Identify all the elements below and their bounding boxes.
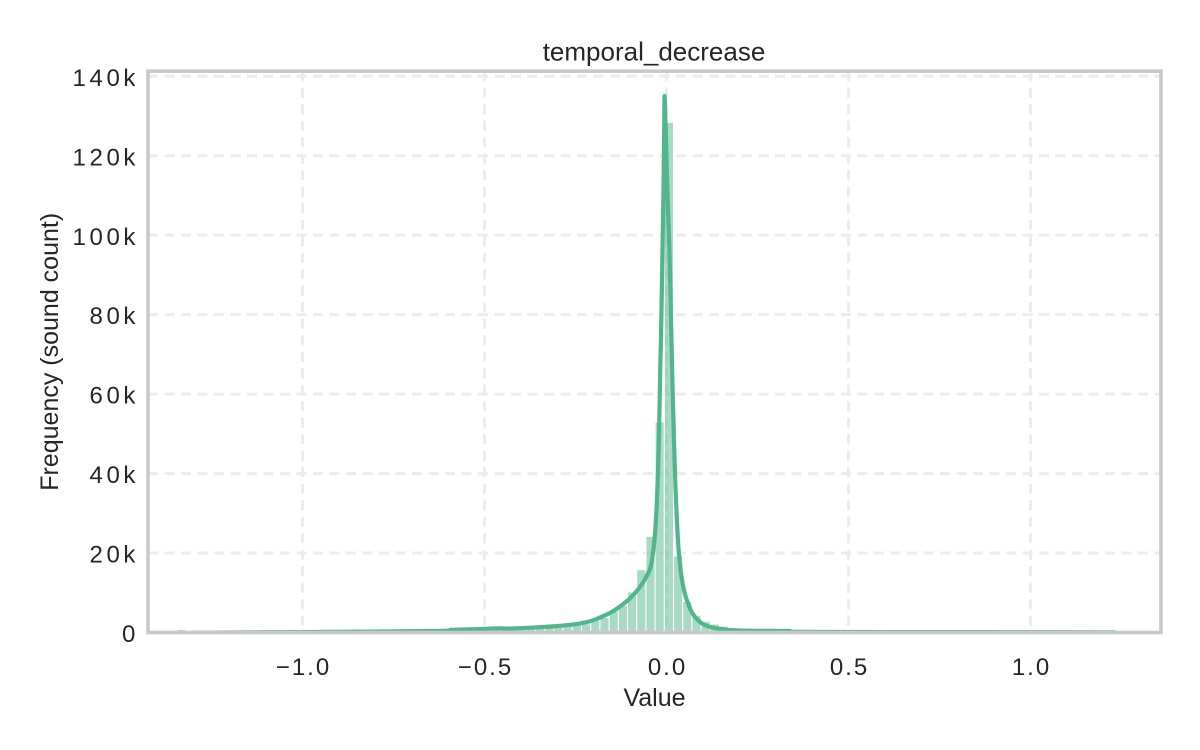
svg-text:120k: 120k: [73, 144, 139, 171]
svg-text:140k: 140k: [73, 65, 139, 92]
svg-text:temporal_decrease: temporal_decrease: [543, 37, 766, 67]
svg-text:0.0: 0.0: [648, 654, 687, 681]
svg-text:0: 0: [122, 621, 139, 648]
svg-text:100k: 100k: [73, 224, 139, 251]
svg-text:60k: 60k: [90, 383, 140, 410]
svg-text:80k: 80k: [90, 303, 140, 330]
svg-text:1.0: 1.0: [1012, 654, 1051, 681]
svg-text:−1.0: −1.0: [276, 654, 331, 681]
svg-text:Frequency (sound count): Frequency (sound count): [36, 213, 64, 491]
svg-text:40k: 40k: [90, 462, 140, 489]
svg-text:Value: Value: [623, 684, 685, 712]
svg-text:0.5: 0.5: [830, 654, 869, 681]
svg-text:−0.5: −0.5: [458, 654, 513, 681]
svg-text:20k: 20k: [90, 542, 140, 569]
